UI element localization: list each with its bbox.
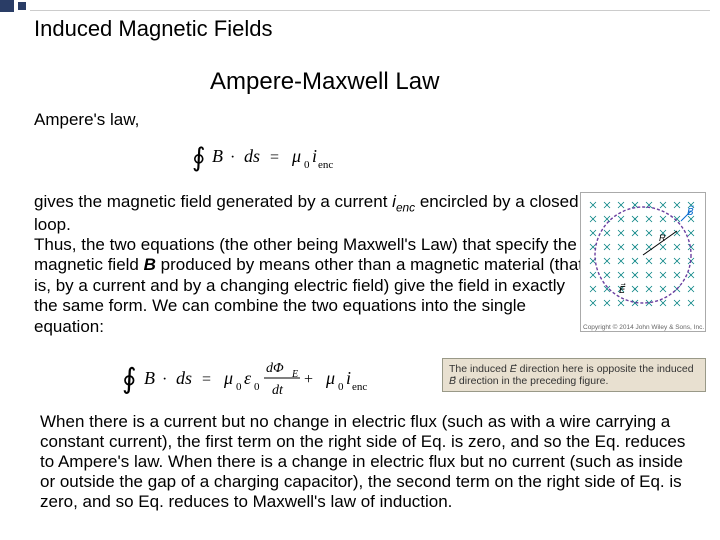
equation-ampere-maxwell: ∮ B⃗ · ds⃗ = μ 0 ε 0 dΦ E dt + μ 0 i enc (120, 350, 380, 406)
svg-text:i: i (346, 368, 351, 388)
paragraph-1: gives the magnetic field generated by a … (34, 192, 584, 337)
svg-text:ε: ε (244, 368, 252, 388)
caption-E: E (510, 363, 517, 375)
var-B: B (144, 255, 156, 274)
paragraph-2: When there is a current but no change in… (40, 412, 700, 512)
svg-text:0: 0 (254, 381, 260, 393)
svg-text:+: + (304, 371, 313, 388)
svg-text:μ: μ (325, 368, 335, 388)
header-line (30, 10, 710, 11)
field-diagram: R B⃗ E⃗ Copyright © 2014 John Wiley & So… (580, 192, 706, 332)
caption-B: B (449, 375, 456, 387)
svg-text:∮: ∮ (122, 364, 137, 395)
svg-text:i: i (312, 146, 317, 166)
var-i-sub: enc (396, 200, 415, 214)
intro-text: Ampere's law, (34, 110, 139, 130)
svg-text:μ: μ (291, 146, 301, 166)
svg-text:·: · (162, 371, 167, 388)
svg-text:R: R (659, 233, 666, 243)
caption-c: direction in the preceding figure. (456, 375, 608, 387)
equation-ampere-law: ∮ B⃗ · ds⃗ = μ 0 i enc (190, 132, 360, 182)
svg-text:0: 0 (304, 159, 310, 171)
svg-text:E⃗: E⃗ (619, 283, 626, 296)
svg-text:0: 0 (236, 381, 242, 393)
svg-text:dt: dt (272, 383, 284, 398)
svg-text:μ: μ (223, 368, 233, 388)
diagram-caption: The induced E⃗ direction here is opposit… (442, 358, 706, 392)
caption-a: The induced (449, 363, 510, 375)
svg-text:dΦ: dΦ (266, 361, 284, 376)
svg-text:0: 0 (338, 381, 344, 393)
svg-text:=: = (202, 371, 211, 388)
caption-b: direction here is opposite the induced (517, 363, 694, 375)
diagram-copyright: Copyright © 2014 John Wiley & Sons, Inc.… (583, 323, 706, 331)
svg-text:=: = (270, 149, 279, 166)
slide-title: Induced Magnetic Fields (34, 16, 272, 42)
svg-text:enc: enc (352, 381, 367, 393)
svg-text:enc: enc (318, 159, 333, 171)
para1-text-a: gives the magnetic field generated by a … (34, 192, 392, 211)
slide-subtitle: Ampere-Maxwell Law (210, 68, 439, 96)
svg-text:∮: ∮ (192, 143, 206, 172)
svg-text:·: · (230, 149, 235, 166)
